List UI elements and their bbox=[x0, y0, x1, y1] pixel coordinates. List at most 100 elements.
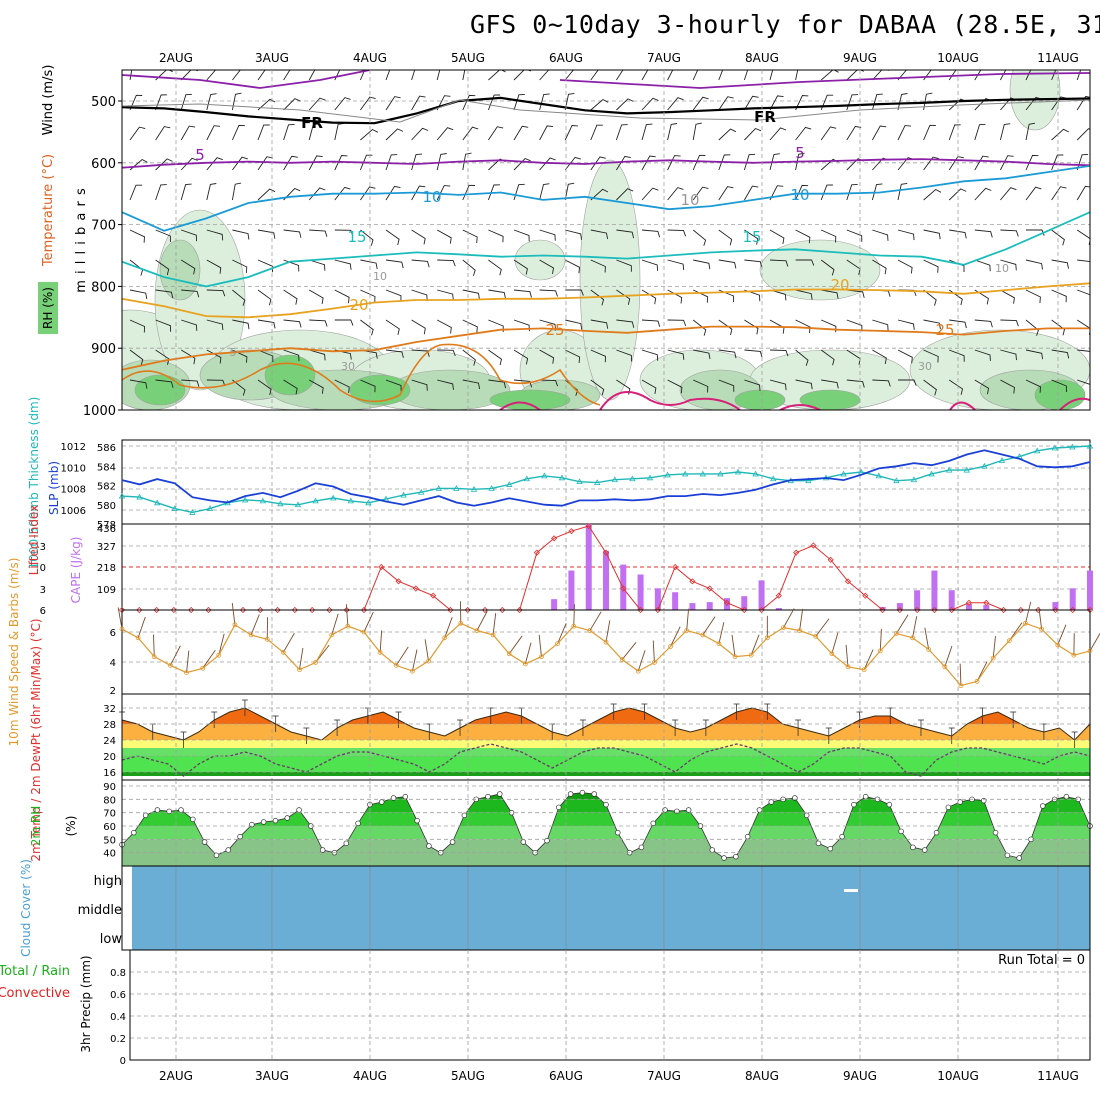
wind-barb bbox=[411, 95, 426, 111]
wind-barb bbox=[718, 128, 737, 141]
wind-point bbox=[409, 668, 415, 674]
rh-point bbox=[898, 828, 904, 835]
wind-barb bbox=[155, 349, 170, 365]
thickness-point bbox=[400, 491, 407, 498]
li-point bbox=[533, 549, 540, 556]
wind-barb bbox=[1025, 186, 1042, 201]
wind-barb bbox=[385, 379, 402, 392]
rh-point bbox=[190, 816, 196, 823]
wind-barb bbox=[897, 93, 908, 111]
wind-barb bbox=[769, 70, 774, 81]
cape-bar bbox=[879, 607, 886, 610]
precip-tick-label: 0.2 bbox=[110, 1034, 126, 1045]
rh-point bbox=[201, 839, 208, 845]
wind-barb bbox=[872, 349, 887, 364]
wind-barb bbox=[137, 616, 146, 638]
wind-barb bbox=[564, 182, 575, 201]
wind-barb bbox=[1077, 349, 1090, 352]
thickness-point bbox=[558, 474, 566, 481]
rh-point bbox=[839, 833, 845, 840]
wind-barb bbox=[1038, 607, 1043, 630]
wind-point bbox=[652, 660, 657, 665]
wind-barb bbox=[667, 319, 687, 327]
wind-barb bbox=[1000, 229, 1019, 237]
wind-point bbox=[829, 651, 835, 657]
thickness-point bbox=[206, 505, 214, 511]
thickness-point bbox=[805, 477, 812, 484]
thickness-point bbox=[910, 476, 918, 483]
wind-barb bbox=[169, 645, 181, 666]
wind-barb bbox=[846, 125, 862, 141]
wind-barb bbox=[897, 349, 913, 364]
rh-point bbox=[402, 793, 409, 800]
wind-barb bbox=[718, 319, 733, 336]
wind-barb bbox=[385, 259, 404, 269]
wind-barb bbox=[1025, 154, 1039, 171]
li-point bbox=[723, 599, 731, 606]
wind-barb bbox=[948, 70, 957, 81]
wind-barb bbox=[282, 633, 295, 653]
contour-label: 15 bbox=[347, 228, 366, 246]
wind-point bbox=[184, 670, 189, 675]
rh-ylabel-unit: (%) bbox=[64, 816, 78, 837]
wind-barb bbox=[949, 259, 965, 272]
wind-barb bbox=[949, 319, 967, 329]
wind-barb bbox=[693, 259, 711, 270]
wind-point bbox=[813, 633, 819, 639]
wind-barb bbox=[670, 626, 681, 647]
wind-barb bbox=[539, 379, 559, 387]
wind-barb bbox=[912, 616, 918, 638]
thickness-point bbox=[875, 472, 882, 479]
wind-barb bbox=[129, 319, 146, 333]
wind-barb bbox=[1051, 349, 1070, 359]
rh-point bbox=[744, 833, 751, 840]
contour-label: 25 bbox=[935, 321, 954, 339]
contour-label: 30 bbox=[341, 360, 355, 373]
wind-barb bbox=[155, 229, 171, 242]
wind-barb bbox=[206, 289, 226, 297]
wind-barb bbox=[257, 289, 272, 306]
wind-barb bbox=[206, 125, 221, 141]
li-point bbox=[827, 556, 834, 563]
thickness-point bbox=[594, 479, 601, 486]
wind-barb bbox=[948, 379, 964, 395]
wind-barb bbox=[180, 157, 198, 171]
cape-tick-label: 436 bbox=[97, 524, 116, 535]
thickness-point bbox=[981, 462, 988, 469]
wind-point bbox=[1055, 642, 1061, 648]
wind-point bbox=[1023, 620, 1028, 626]
wind-barb bbox=[1025, 319, 1039, 336]
wind-barb bbox=[129, 70, 133, 81]
wind-barb bbox=[820, 259, 835, 276]
wind-barb bbox=[257, 259, 274, 273]
rh-point bbox=[579, 789, 586, 796]
wind-barb bbox=[846, 289, 865, 298]
wind-point bbox=[894, 631, 899, 636]
wind-barb bbox=[974, 70, 982, 81]
wind-barb bbox=[360, 186, 376, 201]
precip-tick-label: 0.8 bbox=[110, 968, 126, 979]
wind-barb bbox=[444, 616, 453, 638]
wind-barb bbox=[795, 319, 811, 334]
wind-barb bbox=[641, 97, 659, 111]
wind-barb bbox=[923, 289, 937, 306]
thickness-point bbox=[717, 470, 724, 477]
wind-barb bbox=[363, 611, 374, 633]
rh-point bbox=[485, 793, 491, 800]
wind-barb bbox=[186, 650, 190, 673]
wind-barb bbox=[334, 70, 341, 81]
li-point bbox=[965, 599, 973, 606]
wind-point bbox=[926, 647, 932, 652]
wind-barb bbox=[872, 70, 890, 81]
wind-barb bbox=[948, 156, 964, 171]
wind-tick-label: 4 bbox=[110, 658, 116, 669]
wind-barb bbox=[795, 70, 799, 81]
temp-band bbox=[122, 740, 1090, 748]
wind-barb bbox=[1000, 379, 1015, 394]
thickness-tick-label: 584 bbox=[97, 462, 116, 473]
rh-band bbox=[122, 826, 1090, 840]
thickness-line bbox=[121, 445, 1091, 514]
wind-barb bbox=[411, 127, 429, 141]
contour-label: 10 bbox=[373, 270, 387, 283]
wind-barb bbox=[667, 70, 674, 81]
